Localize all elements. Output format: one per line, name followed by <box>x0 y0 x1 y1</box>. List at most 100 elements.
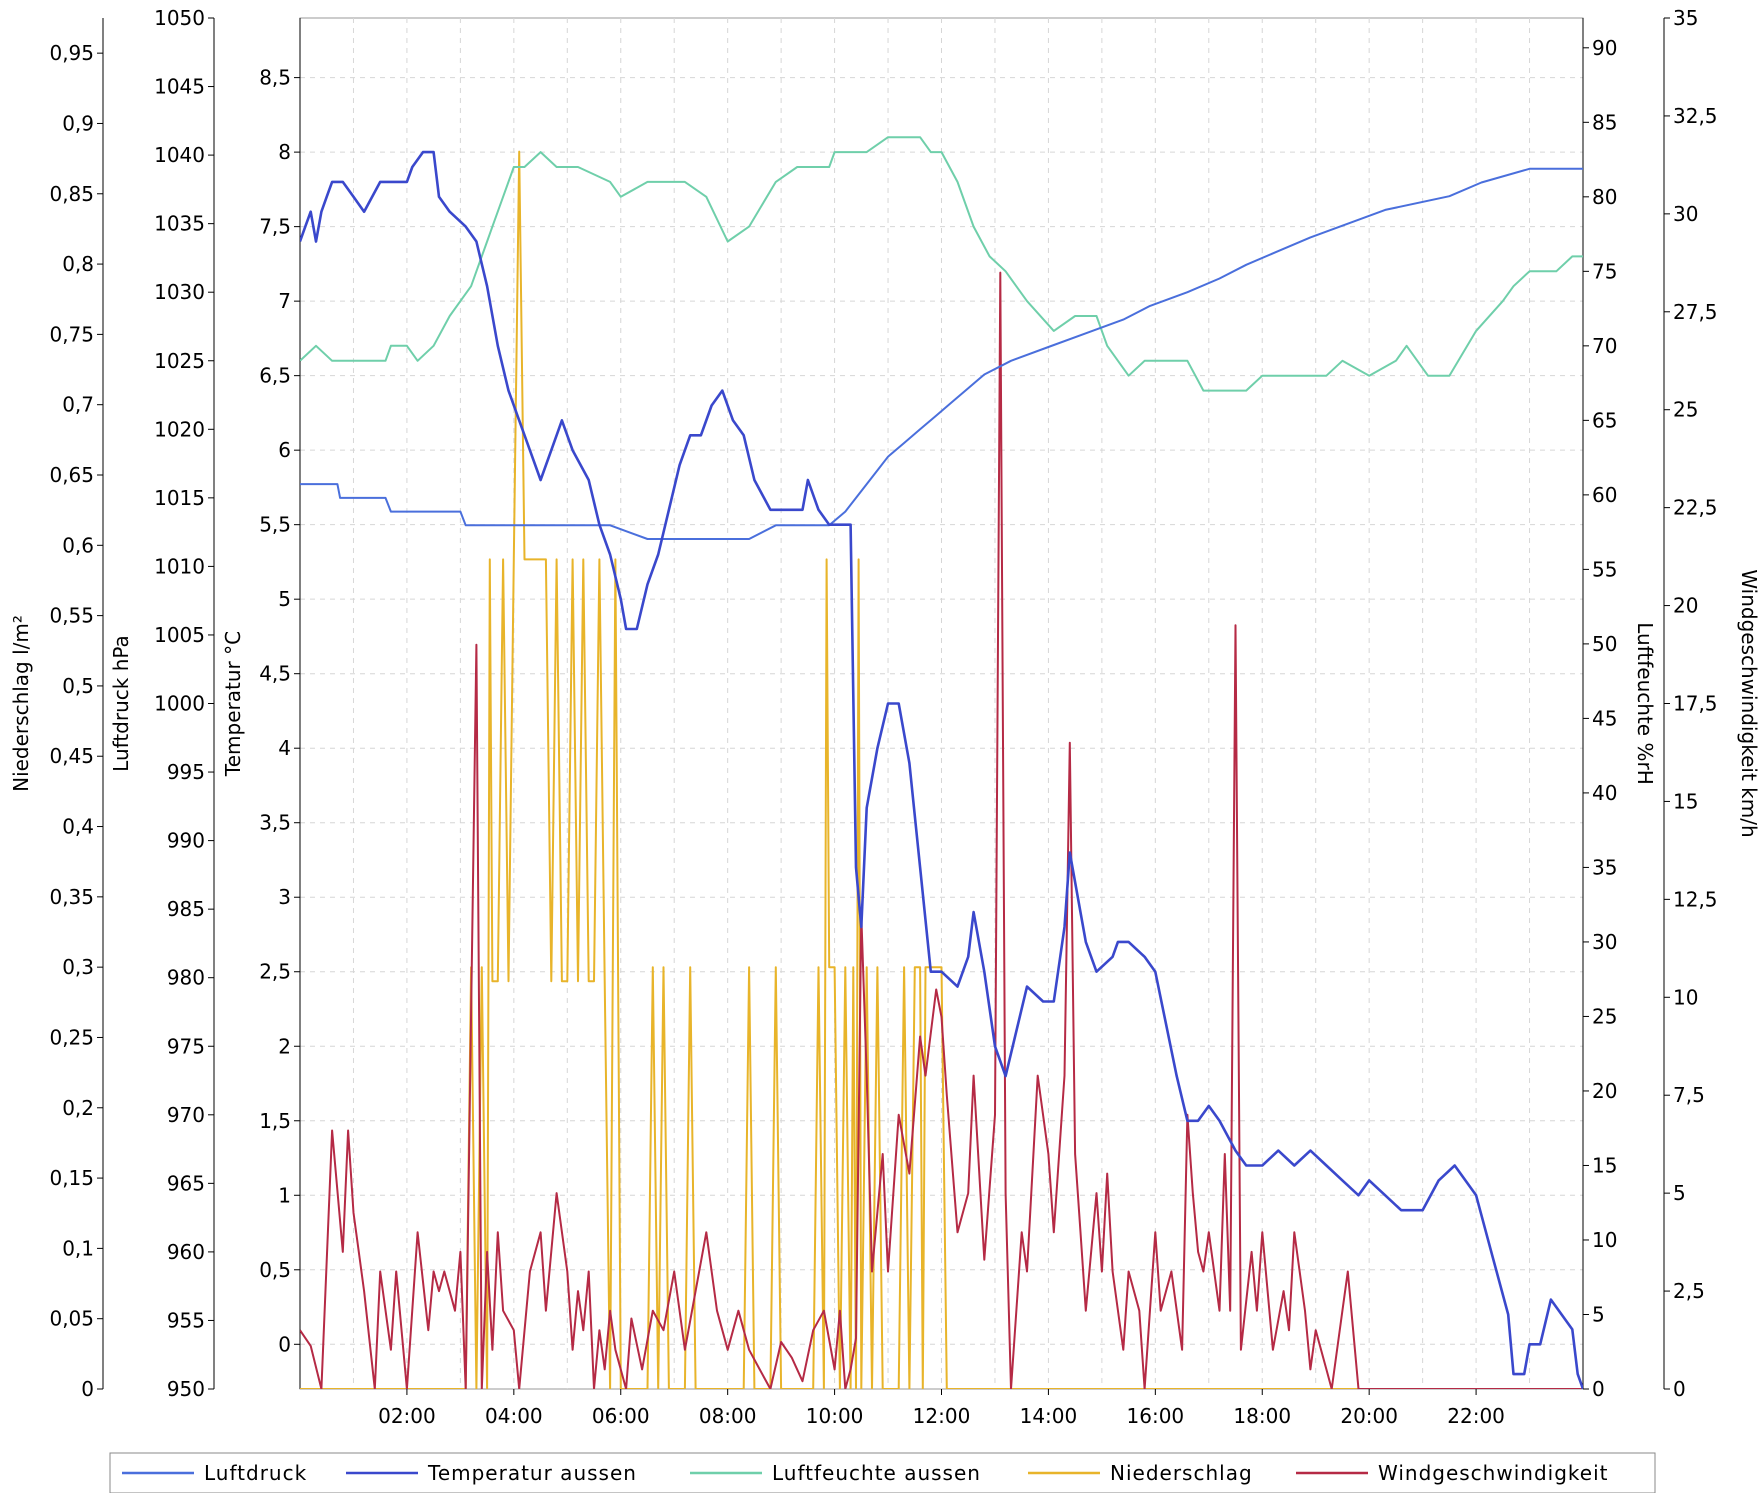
y-tick-label: 955 <box>167 1308 205 1332</box>
y-tick-label: 1010 <box>154 554 205 578</box>
y-tick-label: 0,05 <box>49 1307 94 1331</box>
y-tick-label: 0,7 <box>62 393 94 417</box>
y-tick-label: 1015 <box>154 486 205 510</box>
series-line-temperatur-aussen <box>300 150 1583 1389</box>
y-axis-title: Niederschlag l/m² <box>9 615 33 792</box>
y-tick-label: 0,65 <box>49 463 94 487</box>
y-tick-label: 20 <box>1673 594 1698 618</box>
y-tick-label: 975 <box>167 1034 205 1058</box>
y-tick-label: 1 <box>278 1183 291 1207</box>
y-tick-label: 5 <box>1673 1181 1686 1205</box>
y-axis-title: Luftdruck hPa <box>109 635 133 772</box>
y-tick-label: 5,5 <box>259 513 291 537</box>
x-tick-label: 14:00 <box>1020 1404 1078 1428</box>
x-tick-label: 06:00 <box>592 1404 650 1428</box>
legend-label: Niederschlag <box>1110 1461 1253 1485</box>
y-tick-label: 32,5 <box>1673 104 1718 128</box>
y-tick-label: 6,5 <box>259 364 291 388</box>
x-tick-label: 22:00 <box>1447 1404 1505 1428</box>
y-tick-label: 0,3 <box>62 955 94 979</box>
y-tick-label: 35 <box>1673 6 1698 30</box>
y-tick-label: 22,5 <box>1673 496 1718 520</box>
y-tick-label: 12,5 <box>1673 887 1718 911</box>
y-tick-label: 55 <box>1592 557 1617 581</box>
y-tick-label: 0,45 <box>49 744 94 768</box>
series-line-niederschlag <box>300 150 1583 1389</box>
legend: Luftdruck Temperatur aussen Luftfeuchte au… <box>109 1452 1656 1493</box>
y-tick-label: 0,5 <box>259 1258 291 1282</box>
y-tick-label: 8 <box>278 140 291 164</box>
y-tick-label: 4 <box>278 736 291 760</box>
y-tick-label: 25 <box>1592 1004 1617 1028</box>
y-tick-label: 10 <box>1592 1228 1617 1252</box>
series-line-windgeschwindigkeit <box>300 271 1583 1389</box>
x-tick-label: 04:00 <box>485 1404 543 1428</box>
y-tick-label: 27,5 <box>1673 300 1718 324</box>
x-tick-label: 08:00 <box>699 1404 757 1428</box>
y-tick-label: 0,4 <box>62 815 94 839</box>
y-tick-label: 70 <box>1592 334 1617 358</box>
y-tick-label: 6 <box>278 438 291 462</box>
y-tick-label: 85 <box>1592 110 1617 134</box>
y-tick-label: 30 <box>1592 930 1617 954</box>
y-tick-label: 0,85 <box>49 182 94 206</box>
y-tick-label: 960 <box>167 1240 205 1264</box>
y-tick-label: 10 <box>1673 985 1698 1009</box>
y-tick-label: 30 <box>1673 202 1698 226</box>
y-tick-label: 3 <box>278 885 291 909</box>
x-tick-label: 16:00 <box>1127 1404 1185 1428</box>
y-tick-label: 0,2 <box>62 1096 94 1120</box>
y-tick-label: 7,5 <box>1673 1083 1705 1107</box>
legend-label: Luftfeuchte aussen <box>772 1461 981 1485</box>
y-tick-label: 35 <box>1592 855 1617 879</box>
y-tick-label: 65 <box>1592 408 1617 432</box>
y-tick-label: 40 <box>1592 781 1617 805</box>
y-tick-label: 60 <box>1592 483 1617 507</box>
x-tick-label: 20:00 <box>1340 1404 1398 1428</box>
y-tick-label: 0,1 <box>62 1236 94 1260</box>
legend-label: Luftdruck <box>204 1461 307 1485</box>
y-tick-label: 965 <box>167 1171 205 1195</box>
axes: 02:00 04:00 06:00 08:00 10:00 12:00 14:00 16:00… <box>9 6 1761 1428</box>
y-tick-label: 980 <box>167 966 205 990</box>
x-tick-label: 12:00 <box>913 1404 971 1428</box>
y-tick-label: 1035 <box>154 212 205 236</box>
y-tick-label: 0,95 <box>49 41 94 65</box>
y-tick-label: 45 <box>1592 706 1617 730</box>
y-tick-label: 1005 <box>154 623 205 647</box>
y-tick-label: 17,5 <box>1673 692 1718 716</box>
y-tick-label: 985 <box>167 897 205 921</box>
y-tick-label: 1050 <box>154 6 205 30</box>
y-axis-niederschlag: 0 0,05 0,1 0,15 0,2 0,25 0,3 0,35 0,4 0,45 0,5 0,55… <box>9 18 104 1401</box>
y-tick-label: 1045 <box>154 75 205 99</box>
y-tick-label: 990 <box>167 829 205 853</box>
y-axis-luftfeuchte: 0 5 10 15 20 25 30 35 40 45 50 55 60 65 70 75 80 85 90 Luft… <box>1582 18 1657 1401</box>
y-tick-label: 0,25 <box>49 1025 94 1049</box>
legend-label: Windgeschwindigkeit <box>1378 1461 1608 1485</box>
series-lines <box>300 136 1583 1389</box>
y-tick-label: 0,5 <box>62 674 94 698</box>
y-axis-title: Temperatur °C <box>221 631 245 777</box>
y-tick-label: 0,6 <box>62 533 94 557</box>
y-tick-label: 0 <box>1592 1377 1605 1401</box>
y-tick-label: 20 <box>1592 1079 1617 1103</box>
y-tick-label: 0 <box>278 1332 291 1356</box>
y-tick-label: 75 <box>1592 259 1617 283</box>
y-axis-wind: 0 2,5 5 7,5 10 12,5 15 17,5 20 22,5 25 27,5 30 32,5 35… <box>1663 6 1761 1401</box>
y-tick-label: 4,5 <box>259 662 291 686</box>
y-tick-label: 0,8 <box>62 252 94 276</box>
y-tick-label: 1040 <box>154 143 205 167</box>
y-tick-label: 0,55 <box>49 604 94 628</box>
y-tick-label: 8,5 <box>259 66 291 90</box>
series-line-luftfeuchte-aussen <box>300 136 1583 392</box>
y-axis-temperatur: 0 0,5 1 1,5 2 2,5 3 3,5 4 4,5 5 5,5 6 6,5 7 7,5 8 8,5 Temp… <box>221 18 301 1389</box>
x-tick-label: 10:00 <box>806 1404 864 1428</box>
y-tick-label: 0 <box>81 1377 94 1401</box>
y-tick-label: 1,5 <box>259 1109 291 1133</box>
y-tick-label: 5 <box>1592 1302 1605 1326</box>
series-line-luftdruck <box>300 167 1583 540</box>
y-tick-label: 5 <box>278 587 291 611</box>
x-tick-label: 02:00 <box>378 1404 436 1428</box>
y-tick-label: 0 <box>1673 1377 1686 1401</box>
